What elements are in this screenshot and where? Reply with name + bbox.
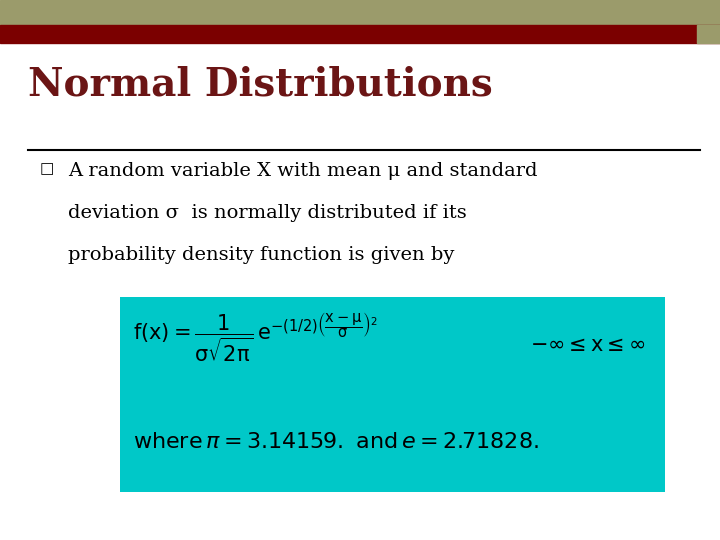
Text: probability density function is given by: probability density function is given by [68,246,454,264]
Bar [697,25,720,43]
Text: $-\infty \leq \mathsf{x} \leq \infty$: $-\infty \leq \mathsf{x} \leq \infty$ [530,335,646,355]
Bar [0,0,720,25]
Bar [0,25,720,43]
Bar [120,297,665,492]
Text: $\mathsf{where}\,\pi = 3.14159.\,\,\mathsf{and}\,e = 2.71828.$: $\mathsf{where}\,\pi = 3.14159.\,\,\math… [133,432,539,452]
Text: deviation σ  is normally distributed if its: deviation σ is normally distributed if i… [68,204,467,222]
Text: A random variable X with mean μ and standard: A random variable X with mean μ and stan… [68,162,538,180]
Text: $\mathsf{f(x) = \dfrac{1}{\sigma\sqrt{2\pi}}\, e^{-(1/2)\left(\dfrac{x-\mu}{\sig: $\mathsf{f(x) = \dfrac{1}{\sigma\sqrt{2\… [133,312,378,365]
Text: Normal Distributions: Normal Distributions [28,65,492,103]
Text: □: □ [40,162,55,176]
